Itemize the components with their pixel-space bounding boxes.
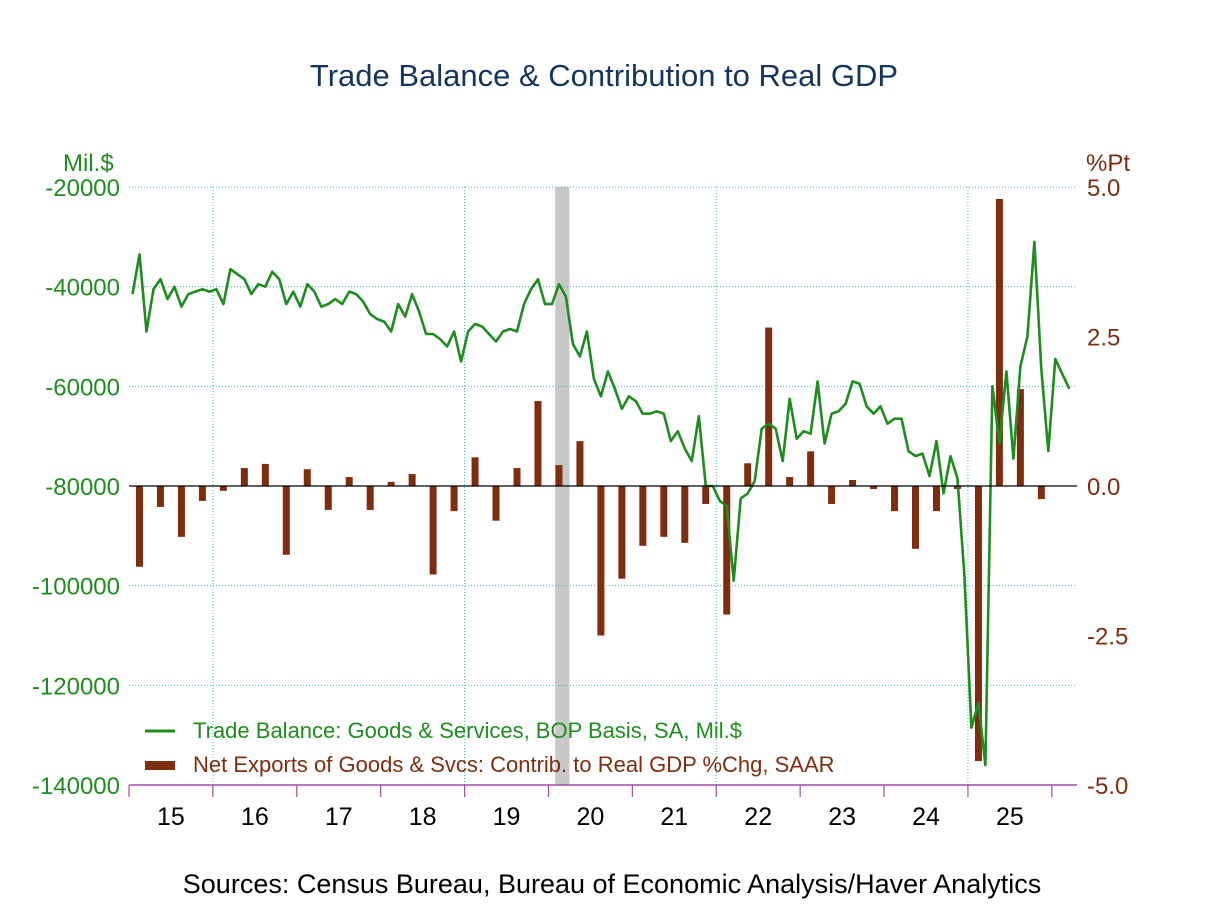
right-axis-unit: %Pt xyxy=(1086,150,1130,177)
bar xyxy=(303,469,311,486)
bar xyxy=(345,477,353,486)
bar xyxy=(723,486,731,615)
right-tick-label: 0.0 xyxy=(1087,474,1120,501)
right-tick-label: -5.0 xyxy=(1087,773,1128,800)
bar xyxy=(974,486,982,762)
bar xyxy=(261,463,269,486)
x-tick-label: 25 xyxy=(996,803,1024,831)
bar xyxy=(198,486,206,501)
bar xyxy=(765,327,773,486)
bar xyxy=(177,486,185,537)
bar-series xyxy=(135,198,1045,762)
bar xyxy=(702,486,710,504)
bar xyxy=(534,401,542,486)
bar xyxy=(681,486,689,543)
bar xyxy=(828,486,836,504)
bar xyxy=(807,451,815,486)
right-tick-label: 5.0 xyxy=(1087,175,1120,202)
bar xyxy=(408,474,416,486)
line-series xyxy=(131,240,1071,767)
bar xyxy=(995,198,1003,486)
x-tick-label: 20 xyxy=(577,803,605,831)
bar xyxy=(240,468,248,486)
axes: 15 16 17 18 19 20 21 22 23 24 25 -20000 -40000 -60000… xyxy=(32,175,1128,831)
left-tick-label: -100000 xyxy=(32,574,120,601)
bar xyxy=(744,463,752,486)
source-note: Sources: Census Bureau, Bureau of Econom… xyxy=(183,869,1041,899)
legend-bar-label: Net Exports of Goods & Svcs: Contrib. to… xyxy=(193,752,835,777)
bar xyxy=(932,486,940,512)
bar xyxy=(849,480,857,486)
bar xyxy=(1016,389,1024,486)
x-tick-label: 16 xyxy=(241,803,269,831)
x-tick-label: 21 xyxy=(660,803,688,831)
right-tick-label: 2.5 xyxy=(1087,325,1120,352)
bar xyxy=(282,486,290,555)
bar xyxy=(1037,486,1045,500)
bar xyxy=(156,486,164,507)
right-tick-label: -2.5 xyxy=(1087,624,1128,651)
bar xyxy=(639,486,647,546)
bar xyxy=(387,481,395,486)
left-tick-label: -20000 xyxy=(45,175,120,202)
bar xyxy=(513,468,521,486)
bar xyxy=(618,486,626,579)
chart-title: Trade Balance & Contribution to Real GDP xyxy=(310,58,898,93)
bar xyxy=(219,486,227,491)
trade-balance-line xyxy=(131,240,1071,767)
x-tick-label: 19 xyxy=(493,803,521,831)
bar xyxy=(324,486,332,510)
x-tick-label: 18 xyxy=(409,803,437,831)
x-tick-label: 15 xyxy=(157,803,185,831)
left-tick-label: -40000 xyxy=(45,275,120,302)
bar xyxy=(366,486,374,510)
x-tick-label: 17 xyxy=(325,803,353,831)
bar xyxy=(471,457,479,486)
left-tick-label: -80000 xyxy=(45,474,120,501)
bar xyxy=(660,486,668,537)
bar xyxy=(870,486,878,489)
bar xyxy=(597,486,605,636)
legend: Trade Balance: Goods & Services, BOP Bas… xyxy=(145,718,835,777)
left-tick-label: -120000 xyxy=(32,673,120,700)
bar xyxy=(912,486,920,549)
left-tick-label: -60000 xyxy=(45,374,120,401)
x-tick-label: 24 xyxy=(912,803,940,831)
bar xyxy=(786,477,794,486)
bar xyxy=(891,486,899,512)
legend-line-label: Trade Balance: Goods & Services, BOP Bas… xyxy=(193,718,742,743)
left-axis-unit: Mil.$ xyxy=(63,150,114,177)
bar xyxy=(492,486,500,521)
legend-bar-swatch xyxy=(145,761,175,770)
bar xyxy=(555,465,563,486)
bar xyxy=(135,486,143,567)
bar xyxy=(450,486,458,512)
bar xyxy=(429,486,437,575)
bar xyxy=(576,441,584,486)
x-tick-label: 23 xyxy=(828,803,856,831)
x-tick-label: 22 xyxy=(744,803,772,831)
left-tick-label: -140000 xyxy=(32,773,120,800)
